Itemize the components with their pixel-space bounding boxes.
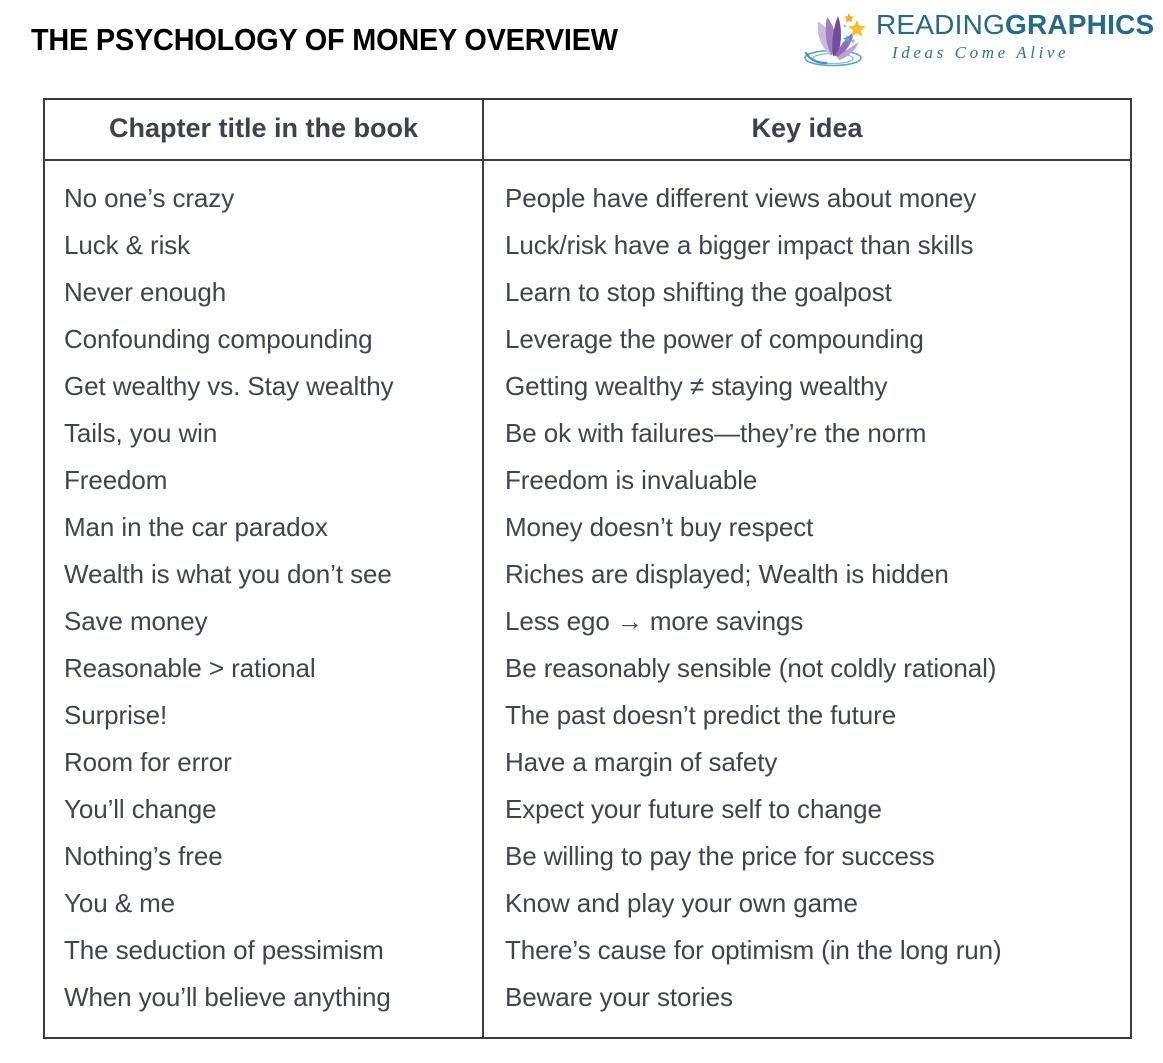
table-row: Be willing to pay the price for success [505, 841, 935, 871]
table-row: The past doesn’t predict the future [505, 700, 897, 730]
open-book-with-stars-icon [800, 8, 872, 68]
logo-word-reading: READING [876, 9, 1005, 40]
table-row: Know and play your own game [505, 888, 858, 918]
table-row: Save money [64, 606, 208, 636]
table-row: No one’s crazy [64, 183, 235, 213]
table-row: There’s cause for optimism (in the long … [505, 935, 1002, 965]
table-row: Man in the car paradox [64, 512, 328, 542]
page-title: THE PSYCHOLOGY OF MONEY OVERVIEW [31, 22, 618, 57]
logo-text-block: READINGGRAPHICS Ideas Come Alive [876, 9, 1154, 64]
table-row: Luck/risk have a bigger impact than skil… [505, 230, 974, 260]
table-row: Never enough [64, 277, 227, 307]
table-row: You’ll change [64, 794, 217, 824]
table-row: Learn to stop shifting the goalpost [505, 277, 892, 307]
table-row: Less ego → more savings [505, 606, 804, 636]
table-row: Money doesn’t buy respect [505, 512, 814, 542]
table-row: People have different views about money [505, 183, 977, 213]
column-header-key-idea: Key idea [751, 113, 863, 143]
table-row: Wealth is what you don’t see [64, 559, 392, 589]
logo-tagline: Ideas Come Alive [892, 43, 1070, 62]
table-row: Be ok with failures—they’re the norm [505, 418, 927, 448]
table-row: Get wealthy vs. Stay wealthy [64, 371, 394, 401]
logo-wordmark: READINGGRAPHICS [876, 9, 1154, 40]
table-row: You & me [64, 888, 175, 918]
table-row: Freedom is invaluable [505, 465, 758, 495]
table-row: When you’ll believe anything [64, 982, 391, 1012]
table-row: Getting wealthy ≠ staying wealthy [505, 371, 888, 401]
column-chapter-titles: No one’s crazy Luck & risk Never enough … [45, 161, 484, 1037]
column-header-chapter-title: Chapter title in the book [45, 100, 484, 159]
table-row: Reasonable > rational [64, 653, 316, 683]
page-header: THE PSYCHOLOGY OF MONEY OVERVIEW [0, 0, 1163, 88]
table-row: Freedom [64, 465, 168, 495]
table-row: Confounding compounding [64, 324, 373, 354]
table-row: Have a margin of safety [505, 747, 778, 777]
logo-word-graphics: GRAPHICS [1004, 9, 1155, 40]
table-row: Luck & risk [64, 230, 191, 260]
table-row: Room for error [64, 747, 232, 777]
table-body: No one’s crazy Luck & risk Never enough … [45, 161, 1130, 1037]
table-row: Beware your stories [505, 982, 733, 1012]
table-row: Riches are displayed; Wealth is hidden [505, 559, 949, 589]
table-row: Nothing’s free [64, 841, 223, 871]
table-row: Leverage the power of compounding [505, 324, 924, 354]
table-row: Be reasonably sensible (not coldly ratio… [505, 653, 997, 683]
overview-table: Chapter title in the book Key idea No on… [43, 98, 1132, 1039]
table-header-row: Chapter title in the book Key idea [45, 100, 1130, 161]
table-row: The seduction of pessimism [64, 935, 384, 965]
table-row: Tails, you win [64, 418, 218, 448]
table-row: Expect your future self to change [505, 794, 882, 824]
readinggraphics-logo[interactable]: READINGGRAPHICS Ideas Come Alive [800, 6, 1154, 70]
table-row: Surprise! [64, 700, 168, 730]
column-key-ideas: People have different views about money … [484, 161, 1130, 1037]
